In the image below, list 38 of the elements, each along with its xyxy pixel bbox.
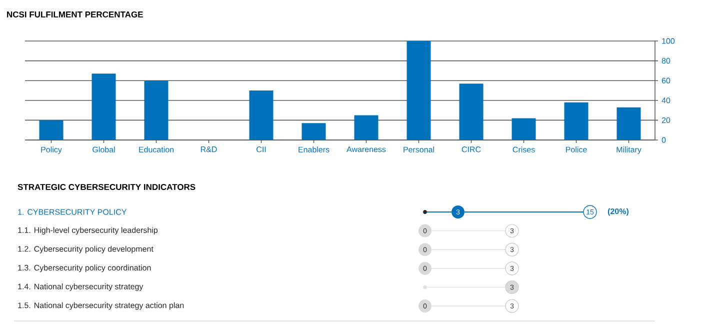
bar bbox=[564, 102, 588, 140]
category-label: 1.3. Cybersecurity policy coordination bbox=[18, 264, 151, 272]
category-label: 1.5. National cybersecurity strategy action plan bbox=[18, 302, 184, 310]
x-tick-label: Enablers bbox=[298, 146, 330, 152]
bar bbox=[92, 74, 116, 140]
text: STRATEGIC CYBERSECURITY INDICATORS bbox=[18, 184, 196, 190]
x-tick-label: Crises bbox=[512, 146, 535, 152]
x-tick-label: Global bbox=[92, 146, 115, 152]
bar bbox=[302, 123, 326, 140]
x-tick-label: CIRC bbox=[462, 146, 481, 152]
text: (20%) bbox=[608, 208, 628, 216]
x-tick-label: Awareness bbox=[346, 146, 386, 152]
y-tick-label: 20 bbox=[662, 117, 670, 124]
x-tick-label: Police bbox=[566, 146, 587, 152]
y-tick-label: 100 bbox=[662, 38, 675, 44]
bar bbox=[354, 115, 378, 140]
y-tick-label: 60 bbox=[662, 78, 670, 84]
x-tick-label: CII bbox=[256, 146, 266, 152]
category-label: 1.1. High-level cybersecurity leadership bbox=[18, 227, 158, 235]
bar bbox=[249, 90, 274, 140]
category-label: 1.4. National cybersecurity strategy bbox=[18, 283, 144, 291]
x-tick-label: Policy bbox=[41, 146, 62, 154]
x-tick-label: Military bbox=[616, 146, 642, 154]
y-tick-label: 40 bbox=[662, 98, 670, 104]
x-tick-label: Education bbox=[139, 146, 174, 152]
bar bbox=[39, 120, 64, 140]
bar bbox=[459, 84, 484, 140]
bar bbox=[144, 80, 168, 140]
bar bbox=[616, 107, 641, 140]
bar bbox=[512, 118, 536, 140]
chart-title: NCSI FULFILMENT PERCENTAGE bbox=[7, 11, 143, 18]
x-tick-label: Personal bbox=[404, 146, 434, 152]
y-tick-label: 80 bbox=[662, 58, 670, 64]
category-label: 1.2. Cybersecurity policy development bbox=[18, 246, 154, 254]
bar bbox=[406, 40, 431, 140]
y-tick-label: 0 bbox=[662, 137, 666, 143]
category-label: 1. CYBERSECURITY POLICY bbox=[18, 209, 127, 215]
x-tick-label: R&D bbox=[200, 146, 217, 152]
